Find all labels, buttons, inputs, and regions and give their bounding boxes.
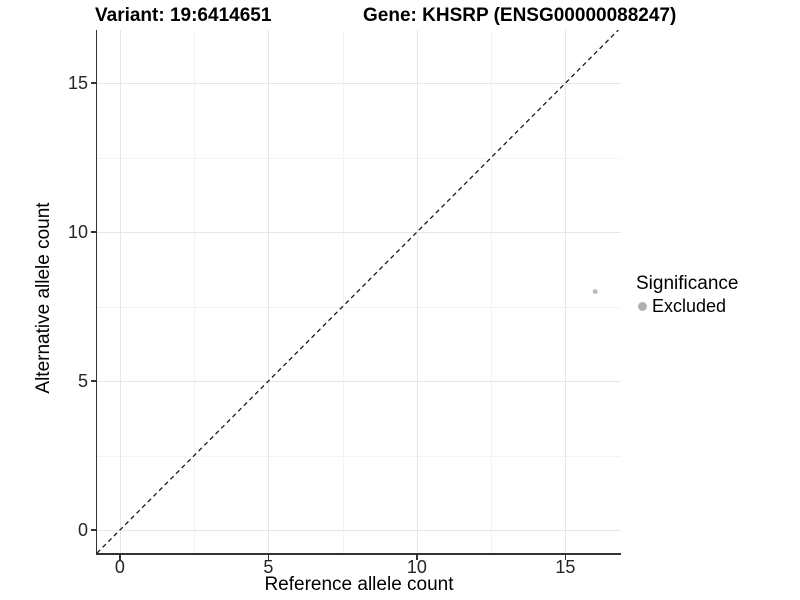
x-axis-line [95,553,621,555]
y-minor-gridline [97,157,621,159]
x-minor-gridline [342,30,344,553]
x-major-gridline [565,30,567,553]
x-tick-label: 15 [555,557,576,577]
y-major-gridline [97,232,621,234]
identity-dashed-line [97,30,619,553]
x-tick-mark [416,554,418,560]
y-axis-line [95,30,97,555]
plot-overlay-svg [97,30,619,553]
y-major-gridline [97,83,621,85]
x-tick-mark [564,554,567,560]
legend-entry: Excluded [636,296,738,316]
y-tick-mark [90,529,96,531]
x-tick-mark [119,554,121,560]
legend-entry-label: Excluded [652,296,727,316]
y-tick-mark [90,82,96,84]
y-minor-gridline [97,455,621,457]
y-tick-label: 15 [67,73,88,94]
x-minor-gridline [491,30,493,553]
legend: Significance Excluded [636,273,738,316]
data-point [592,289,598,295]
legend-title: Significance [636,273,739,294]
y-tick-mark [90,231,96,233]
chart-title-gene: Gene: KHSRP (ENSG00000088247) [363,5,677,26]
chart-title-variant: Variant: 19:6414651 [95,5,272,26]
y-major-gridline [97,381,621,383]
x-major-gridline [268,30,270,553]
x-major-gridline [416,30,418,553]
x-tick-label: 0 [114,557,125,577]
y-tick-label: 10 [67,222,88,243]
x-axis-title: Reference allele count [264,574,454,595]
y-tick-label: 0 [77,520,88,541]
legend-key-dot [638,301,647,311]
x-major-gridline [119,30,121,553]
y-major-gridline [97,530,621,532]
y-tick-label: 5 [77,371,88,392]
y-tick-mark [90,380,96,382]
y-minor-gridline [97,306,621,308]
legend-entries: Excluded [636,296,738,316]
x-tick-label: 10 [406,557,427,577]
x-tick-label: 5 [263,557,274,577]
x-minor-gridline [194,30,196,553]
x-tick-mark [267,554,270,560]
